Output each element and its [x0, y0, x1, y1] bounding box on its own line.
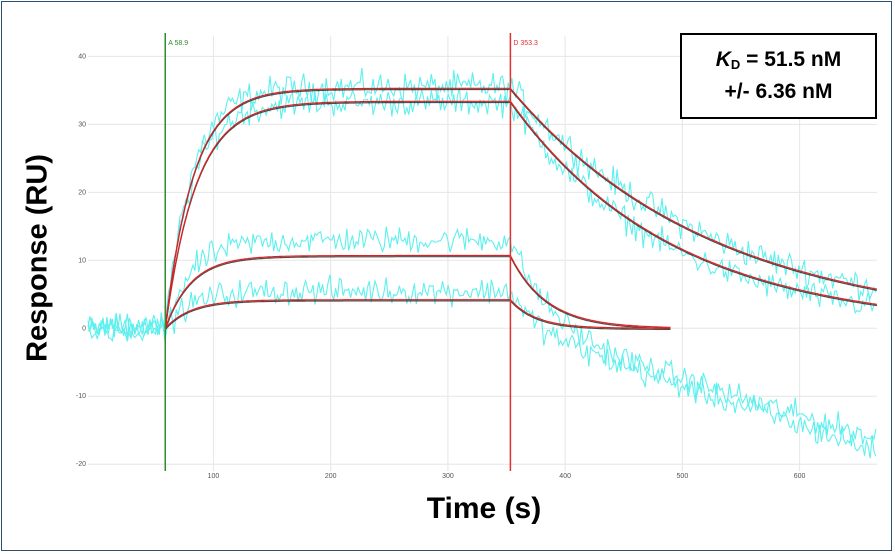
x-tick-label: 300 — [442, 473, 454, 480]
y-tick-label: 40 — [78, 53, 86, 60]
x-tick-label: 200 — [325, 473, 337, 480]
raw-trace — [87, 226, 877, 447]
y-tick-label: 20 — [78, 189, 86, 196]
y-tick-label: 10 — [78, 257, 86, 264]
x-tick-label: 100 — [208, 473, 220, 480]
injection-markers: A 58.9 D 353.3 — [164, 33, 538, 471]
y-tick-label: 0 — [82, 325, 86, 332]
kd-error: +/- 6.36 nM — [724, 80, 833, 103]
fit-curves — [164, 87, 877, 331]
marker-label-d: D 353.3 — [513, 40, 538, 47]
fit-curve — [164, 100, 877, 329]
y-tick-label: 30 — [78, 121, 86, 128]
kd-subscript: D — [730, 57, 741, 72]
fit-curve-shadow — [164, 256, 671, 330]
fit-curve-shadow — [164, 300, 671, 331]
x-tick-label: 500 — [677, 473, 689, 480]
raw-trace — [87, 68, 877, 342]
x-axis-label: Time (s) — [426, 492, 542, 525]
kd-symbol: K — [715, 48, 731, 71]
x-tick-label: 600 — [794, 473, 806, 480]
fit-curve-shadow — [164, 88, 877, 330]
fit-curve — [164, 87, 877, 329]
kd-annotation-box: KD = 51.5 nM +/- 6.36 nM — [680, 33, 877, 119]
y-tick-label: -10 — [76, 393, 86, 400]
y-tick-label: -20 — [76, 461, 86, 468]
y-axis-label: Response (RU) — [21, 154, 54, 362]
kd-line: KD = 51.5 nM — [682, 44, 875, 76]
x-tick-label: 400 — [559, 473, 571, 480]
fit-curve-shadow — [164, 101, 877, 330]
raw-trace — [87, 274, 877, 459]
raw-traces — [87, 68, 877, 459]
fit-curve — [164, 254, 671, 329]
marker-label-a: A 58.9 — [168, 40, 188, 47]
kd-value: = 51.5 nM — [740, 48, 842, 71]
fit-curve — [164, 299, 671, 329]
